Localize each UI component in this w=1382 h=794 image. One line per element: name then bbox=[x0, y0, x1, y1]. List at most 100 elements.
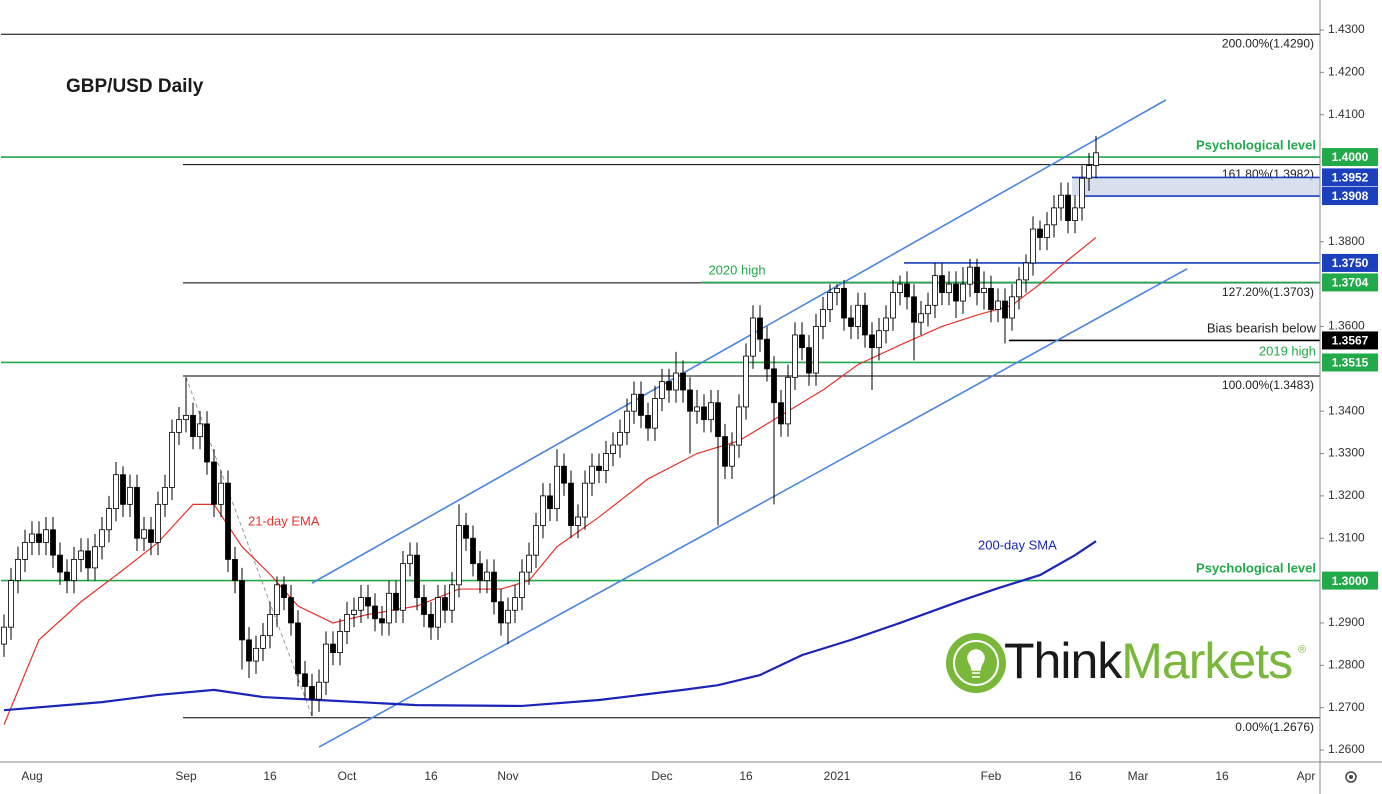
candle-body bbox=[372, 605, 378, 620]
candle-body bbox=[505, 609, 511, 624]
level-label: 1.3567 bbox=[1332, 334, 1369, 348]
candle-body bbox=[722, 436, 728, 467]
annotation: Psychological level bbox=[1196, 560, 1316, 575]
candle-body bbox=[701, 406, 707, 421]
settings-gear[interactable] bbox=[1345, 771, 1357, 783]
candle-body bbox=[29, 533, 35, 543]
ema-line bbox=[3, 237, 1097, 725]
candle-body bbox=[428, 614, 434, 628]
candle-body bbox=[925, 304, 931, 315]
candle-body bbox=[967, 266, 973, 285]
y-tick-label: 1.4300 bbox=[1328, 22, 1365, 36]
candle-body bbox=[498, 601, 504, 624]
x-tick-label: Dec bbox=[651, 769, 672, 783]
candle-body bbox=[568, 482, 574, 526]
candle-body bbox=[309, 686, 315, 700]
candle-body bbox=[792, 334, 798, 378]
candle-body bbox=[85, 550, 91, 569]
candle-body bbox=[624, 410, 630, 433]
candle-body bbox=[302, 673, 308, 687]
candle-body bbox=[981, 287, 987, 293]
candle-body bbox=[841, 287, 847, 319]
candle-body bbox=[575, 516, 581, 526]
candle-body bbox=[582, 482, 588, 518]
settings-icon[interactable] bbox=[1345, 771, 1357, 783]
candle-body bbox=[834, 287, 840, 293]
x-tick-label: Apr bbox=[1297, 769, 1316, 783]
levels-layer: 200.00%(1.4290)161.80%(1.3982)127.20%(1.… bbox=[1, 33, 1320, 734]
candle-body bbox=[785, 376, 791, 425]
candle-body bbox=[365, 597, 371, 607]
candle-body bbox=[638, 393, 644, 416]
x-tick-label: 2021 bbox=[824, 769, 851, 783]
candle-body bbox=[442, 597, 448, 611]
candle-body bbox=[92, 546, 98, 569]
candle-body bbox=[477, 563, 483, 581]
candle-body bbox=[393, 592, 399, 611]
candle-body bbox=[687, 389, 693, 412]
level-label: 1.3515 bbox=[1332, 356, 1369, 370]
candle-body bbox=[708, 402, 714, 421]
candle-body bbox=[757, 317, 763, 340]
candle-body bbox=[603, 453, 609, 471]
candle-body bbox=[1086, 165, 1092, 179]
candle-body bbox=[666, 381, 672, 391]
candle-body bbox=[225, 482, 231, 560]
y-tick-label: 1.3400 bbox=[1328, 403, 1365, 417]
candle-body bbox=[260, 635, 266, 649]
y-tick-label: 1.3200 bbox=[1328, 488, 1365, 502]
candle-body bbox=[694, 406, 700, 412]
candle-body bbox=[211, 461, 217, 505]
candle-body bbox=[449, 584, 455, 611]
candle-body bbox=[806, 347, 812, 374]
candle-body bbox=[610, 444, 616, 454]
candle-body bbox=[50, 529, 56, 556]
x-tick-label: 16 bbox=[424, 769, 438, 783]
candle-body bbox=[36, 533, 42, 543]
candle-body bbox=[414, 554, 420, 598]
x-tick-label: Aug bbox=[21, 769, 42, 783]
candle-body bbox=[463, 525, 469, 539]
x-tick-label: Mar bbox=[1128, 769, 1149, 783]
candle-body bbox=[141, 529, 147, 539]
candle-body bbox=[274, 584, 280, 615]
candle-body bbox=[554, 465, 560, 509]
candle-body bbox=[400, 563, 406, 611]
level-label: 1.4000 bbox=[1332, 150, 1369, 164]
candle-body bbox=[176, 419, 182, 433]
candle-body bbox=[71, 559, 77, 581]
logo-second: Markets bbox=[1121, 633, 1292, 689]
logo-first: Think bbox=[1004, 633, 1123, 689]
annotation: 21-day EMA bbox=[248, 513, 320, 528]
candle-body bbox=[869, 334, 875, 349]
candle-body bbox=[267, 614, 273, 637]
y-tick-label: 1.2700 bbox=[1328, 700, 1365, 714]
level-label: 1.3908 bbox=[1332, 189, 1369, 203]
candle-body bbox=[1002, 300, 1008, 319]
level-box bbox=[1322, 168, 1378, 187]
candle-body bbox=[295, 622, 301, 675]
candle-body bbox=[1058, 194, 1064, 209]
candle-body bbox=[659, 381, 665, 399]
candle-body bbox=[743, 355, 749, 408]
level-label: 1.3750 bbox=[1332, 256, 1369, 270]
candle-body bbox=[918, 313, 924, 323]
candle-body bbox=[617, 431, 623, 446]
candle-body bbox=[57, 554, 63, 573]
candle-body bbox=[64, 571, 70, 581]
candle-body bbox=[155, 503, 161, 543]
candle-body bbox=[421, 597, 427, 615]
candle-body bbox=[589, 465, 595, 484]
candle-body bbox=[750, 317, 756, 357]
candle-body bbox=[1093, 152, 1099, 166]
logo: ThinkMarkets ® bbox=[946, 633, 1306, 693]
axis-layer: 1.4300 1.4200 1.4100 1.3800 1.3600 1.3400 1.33… bbox=[21, 22, 1378, 783]
candle-body bbox=[890, 292, 896, 319]
fib-label: 100.00%(1.3483) bbox=[1222, 378, 1314, 392]
candle-body bbox=[232, 559, 238, 581]
y-tick-label: 1.2800 bbox=[1328, 657, 1365, 671]
candle-body bbox=[344, 614, 350, 632]
candle-body bbox=[1065, 194, 1071, 221]
candle-body bbox=[911, 296, 917, 323]
